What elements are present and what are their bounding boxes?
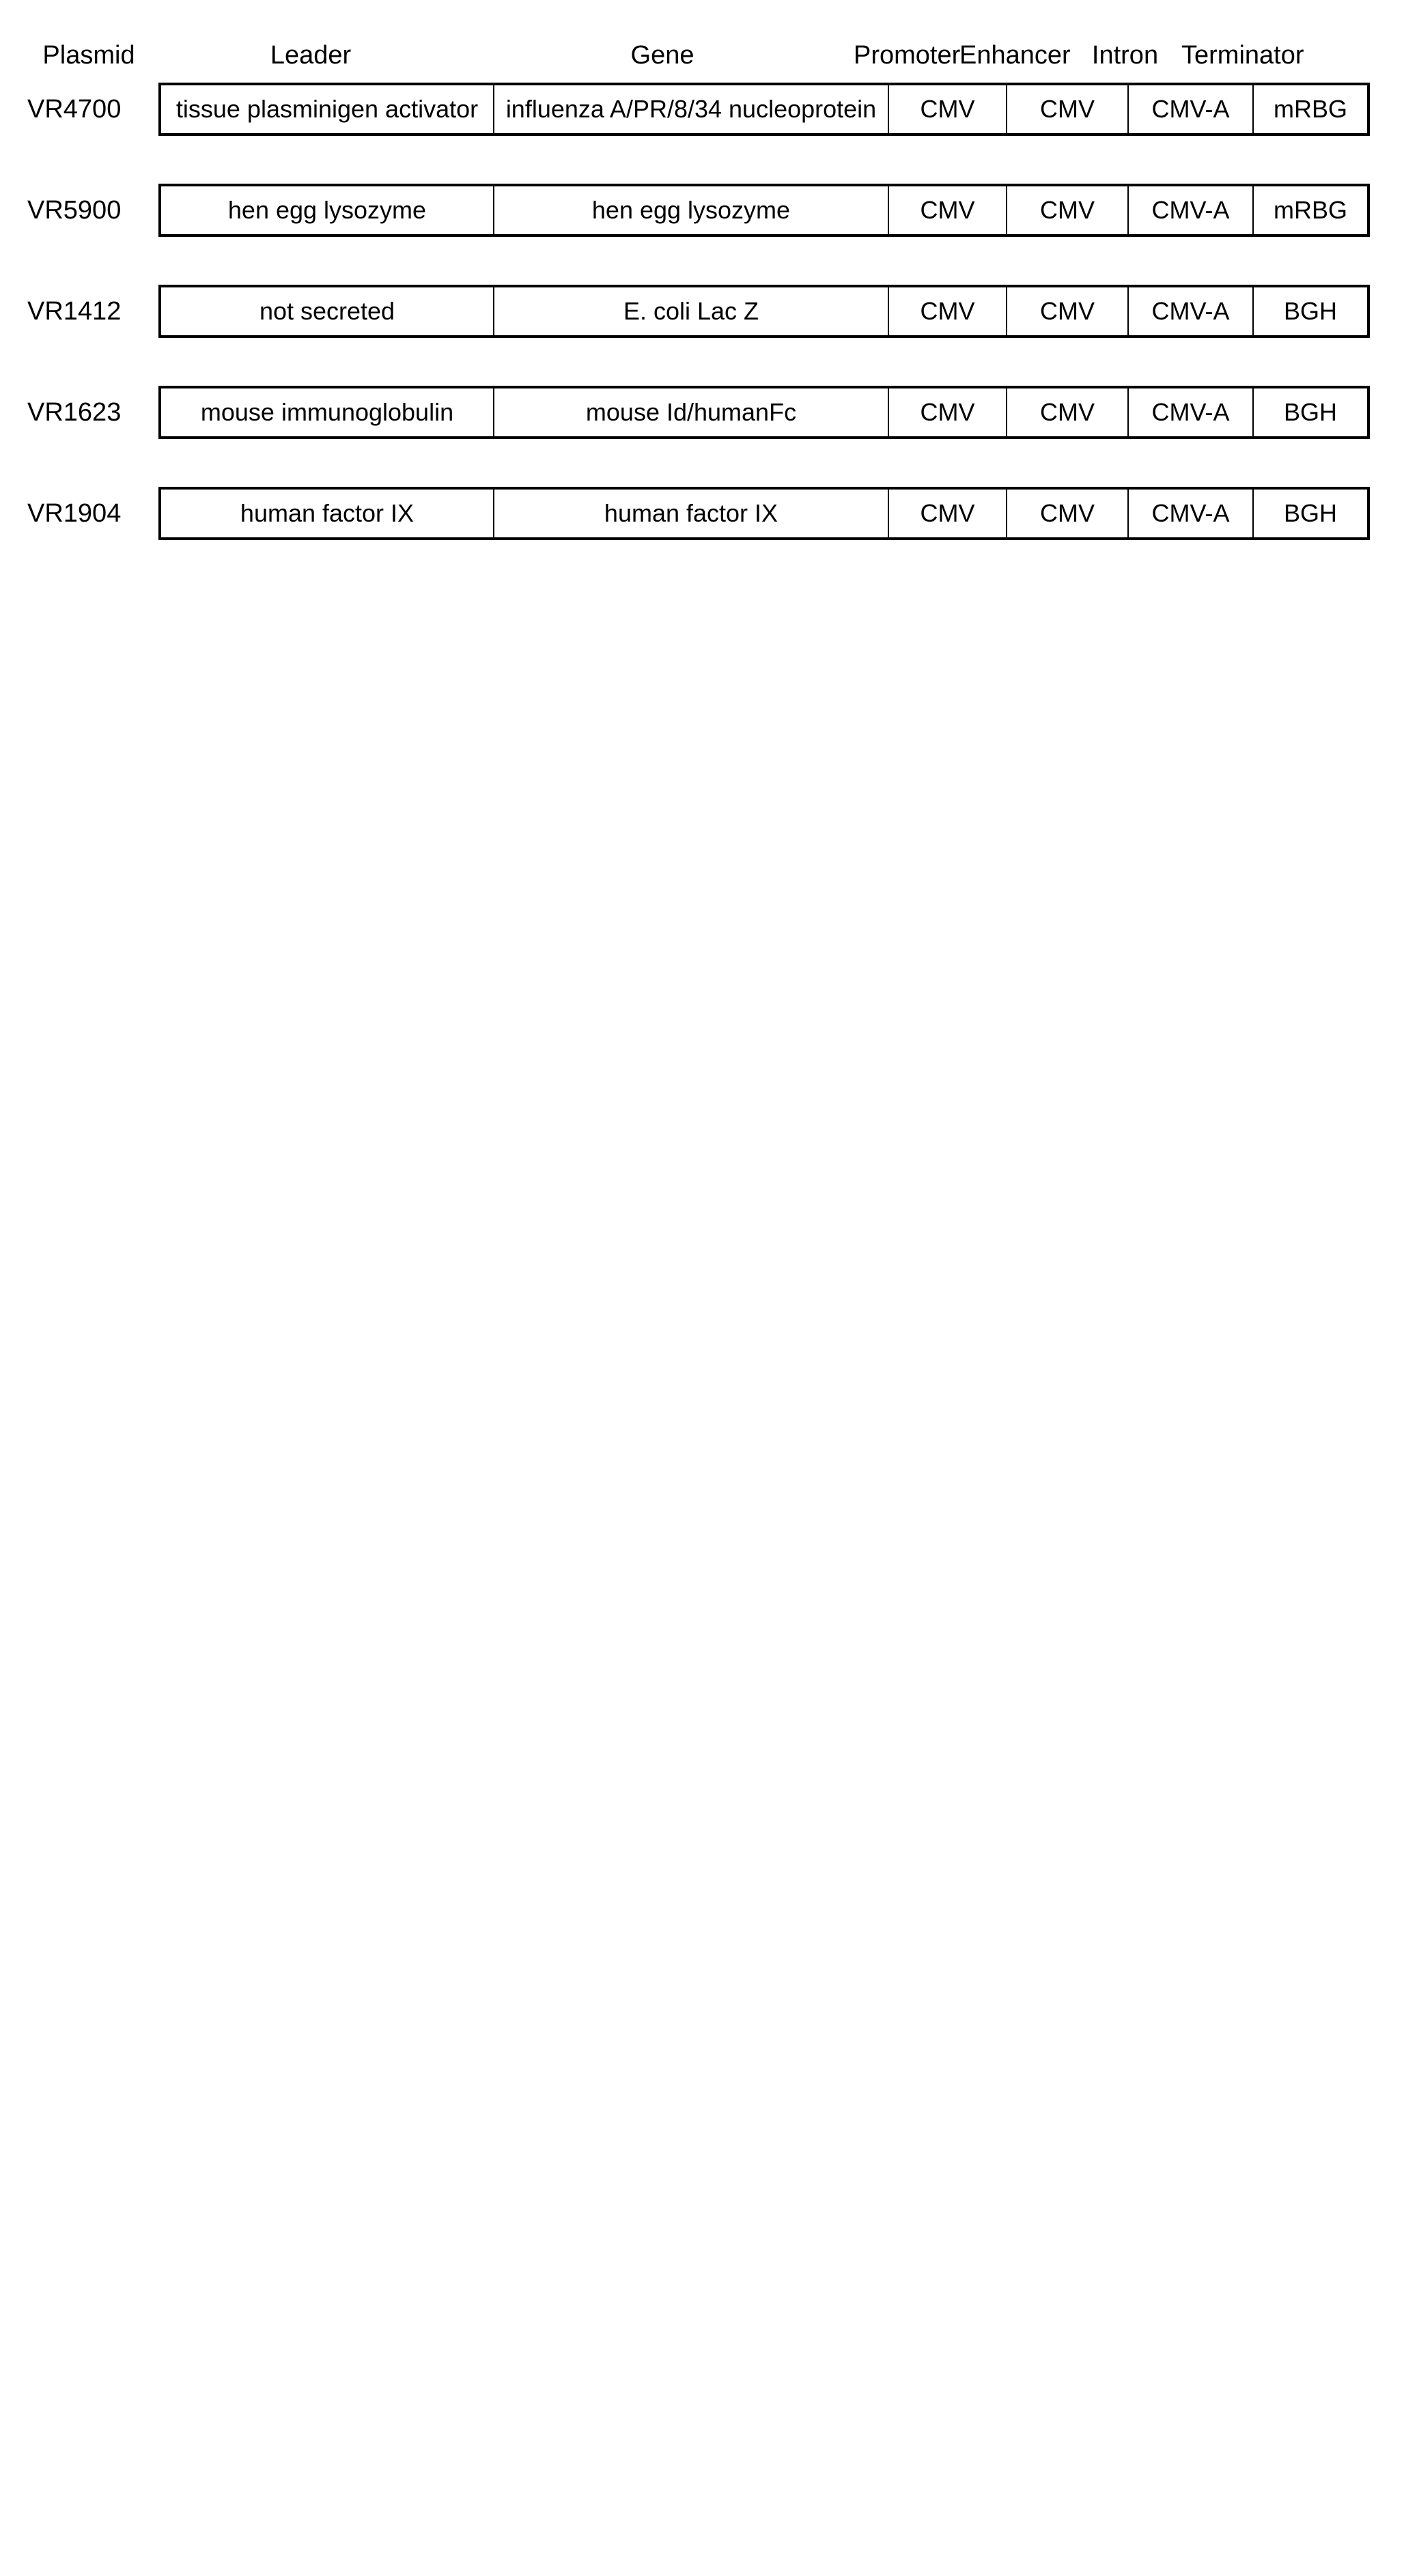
- plasmid-id: VR1623: [27, 398, 158, 427]
- cell-intron: CMV-A: [1129, 186, 1254, 234]
- cell-intron: CMV-A: [1129, 490, 1254, 537]
- cell-enhancer: CMV: [1007, 388, 1129, 436]
- cell-leader: human factor IX: [161, 490, 494, 537]
- header-intron: Intron: [1069, 41, 1181, 70]
- cell-enhancer: CMV: [1007, 490, 1129, 537]
- cell-intron: CMV-A: [1129, 287, 1254, 335]
- plasmid-id: VR5900: [27, 196, 158, 225]
- header-promoter: Promoter: [854, 41, 959, 70]
- header-plasmid: Plasmid: [27, 41, 150, 70]
- data-row: tissue plasminigen activatorinfluenza A/…: [158, 83, 1370, 136]
- plasmid-id: VR1412: [27, 297, 158, 326]
- figure-container: Plasmid Leader Gene Promoter Enhancer In…: [27, 41, 1392, 588]
- cell-gene: hen egg lysozyme: [494, 186, 889, 234]
- cell-terminator: mRBG: [1254, 85, 1367, 133]
- cell-terminator: mRBG: [1254, 186, 1367, 234]
- cell-intron: CMV-A: [1129, 85, 1254, 133]
- cell-promoter: CMV: [889, 490, 1007, 537]
- cell-gene: E. coli Lac Z: [494, 287, 889, 335]
- header-leader: Leader: [150, 41, 471, 70]
- cell-enhancer: CMV: [1007, 85, 1129, 133]
- cell-promoter: CMV: [889, 85, 1007, 133]
- cell-leader: tissue plasminigen activator: [161, 85, 494, 133]
- table-row: VR1412not secretedE. coli Lac ZCMVCMVCMV…: [27, 285, 1370, 338]
- table-row: VR5900hen egg lysozymehen egg lysozymeCM…: [27, 184, 1370, 237]
- cell-gene: mouse Id/humanFc: [494, 388, 889, 436]
- plasmid-id: VR1904: [27, 499, 158, 528]
- cell-promoter: CMV: [889, 388, 1007, 436]
- table-body: VR4700tissue plasminigen activatorinflue…: [27, 83, 1370, 540]
- table-row: VR1904human factor IXhuman factor IXCMVC…: [27, 487, 1370, 540]
- table-header-row: Plasmid Leader Gene Promoter Enhancer In…: [27, 41, 1370, 70]
- cell-leader: not secreted: [161, 287, 494, 335]
- header-terminator: Terminator: [1181, 41, 1284, 70]
- cell-promoter: CMV: [889, 186, 1007, 234]
- cell-enhancer: CMV: [1007, 186, 1129, 234]
- data-row: human factor IXhuman factor IXCMVCMVCMV-…: [158, 487, 1370, 540]
- data-row: mouse immunoglobulinmouse Id/humanFcCMVC…: [158, 386, 1370, 439]
- cell-gene: influenza A/PR/8/34 nucleoprotein: [494, 85, 889, 133]
- header-enhancer: Enhancer: [959, 41, 1069, 70]
- cell-terminator: BGH: [1254, 388, 1367, 436]
- cell-terminator: BGH: [1254, 490, 1367, 537]
- cell-leader: mouse immunoglobulin: [161, 388, 494, 436]
- cell-gene: human factor IX: [494, 490, 889, 537]
- plasmid-id: VR4700: [27, 95, 158, 124]
- cell-terminator: BGH: [1254, 287, 1367, 335]
- cell-promoter: CMV: [889, 287, 1007, 335]
- cell-intron: CMV-A: [1129, 388, 1254, 436]
- table-row: VR1623mouse immunoglobulinmouse Id/human…: [27, 386, 1370, 439]
- cell-leader: hen egg lysozyme: [161, 186, 494, 234]
- data-row: hen egg lysozymehen egg lysozymeCMVCMVCM…: [158, 184, 1370, 237]
- cell-enhancer: CMV: [1007, 287, 1129, 335]
- table-row: VR4700tissue plasminigen activatorinflue…: [27, 83, 1370, 136]
- header-gene: Gene: [471, 41, 854, 70]
- plasmid-table: Plasmid Leader Gene Promoter Enhancer In…: [27, 41, 1370, 588]
- data-row: not secretedE. coli Lac ZCMVCMVCMV-ABGH: [158, 285, 1370, 338]
